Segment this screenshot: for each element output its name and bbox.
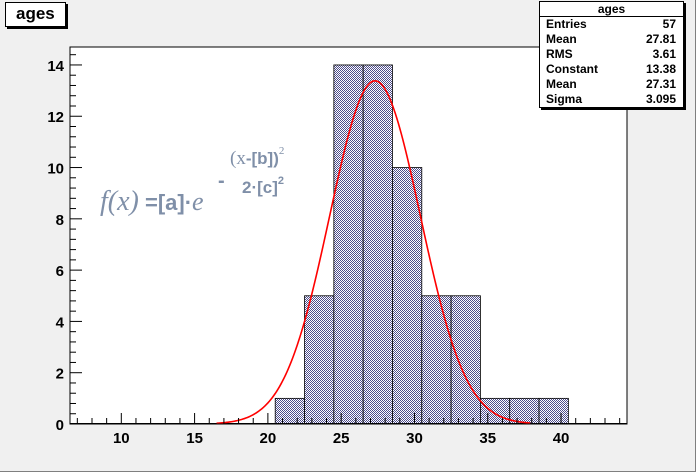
x-tick-label: 40 [553, 430, 570, 447]
formula-den-sq: 2 [277, 175, 285, 187]
formula-minus: - [218, 170, 225, 192]
stats-value: 3.095 [645, 92, 676, 106]
x-tick-label: 25 [333, 430, 350, 447]
formula-num-b: -[b]) [245, 149, 279, 168]
formula-den: 2·[c] [242, 178, 278, 197]
stats-row: Mean 27.81 [540, 32, 683, 47]
formula-fx: f(x) [100, 186, 139, 217]
formula-dot: · [184, 190, 193, 215]
x-tick-label: 20 [260, 430, 277, 447]
stats-label: Mean [546, 32, 577, 46]
histogram-bar [333, 64, 364, 425]
stats-row: Entries 57 [540, 17, 683, 32]
histogram-bar [362, 64, 393, 425]
stats-label: RMS [546, 47, 573, 61]
x-tick-label: 10 [113, 430, 130, 447]
y-tick-label: 2 [56, 366, 64, 383]
histogram-bar [421, 295, 452, 425]
y-tick-label: 12 [47, 109, 64, 126]
stats-row: RMS 3.61 [540, 47, 683, 62]
histogram-title: ages [5, 2, 66, 27]
y-tick-label: 8 [56, 212, 64, 229]
stats-value: 27.81 [645, 32, 676, 46]
x-tick-label: 35 [479, 430, 496, 447]
stats-row: Sigma 3.095 [540, 92, 683, 107]
formula-denominator: 2·[c]2 [242, 175, 285, 198]
y-tick-label: 6 [56, 263, 64, 280]
formula-a: [a] [157, 190, 185, 215]
stats-label: Mean [546, 77, 577, 91]
stats-header: ages [540, 2, 683, 17]
y-tick-label: 4 [56, 314, 65, 331]
stats-label: Entries [546, 17, 587, 31]
stats-box: ages Entries 57 Mean 27.81 RMS 3.61 Cons… [539, 1, 684, 108]
histogram-bar [538, 397, 569, 425]
histogram-bar [392, 167, 423, 425]
stats-value: 3.61 [652, 47, 676, 61]
formula-eq: = [138, 190, 158, 215]
stats-value: 27.31 [645, 77, 676, 91]
formula-lhs: f(x) =[a]·e [100, 186, 204, 218]
formula-e: e [192, 187, 204, 216]
formula-num-sq: 2 [278, 145, 285, 157]
histogram-bar [304, 295, 335, 425]
fit-curve [216, 80, 531, 425]
x-tick-label: 15 [186, 430, 203, 447]
x-tick-label: 30 [406, 430, 423, 447]
formula-numerator: (x-[b])2 [230, 145, 285, 170]
stats-value: 13.38 [645, 62, 676, 76]
stats-label: Constant [546, 62, 598, 76]
histogram-bar [274, 397, 305, 425]
histogram-bar [450, 295, 481, 425]
stats-row: Mean 27.31 [540, 77, 683, 92]
histogram-bar [480, 397, 511, 425]
y-tick-label: 10 [47, 161, 64, 178]
formula-num-x: (x [230, 148, 246, 169]
y-tick-label: 0 [56, 417, 64, 434]
histogram-bar [509, 397, 540, 425]
y-tick-label: 14 [47, 58, 64, 75]
stats-row: Constant 13.38 [540, 62, 683, 77]
stats-value: 57 [662, 17, 676, 31]
stats-label: Sigma [546, 92, 583, 106]
